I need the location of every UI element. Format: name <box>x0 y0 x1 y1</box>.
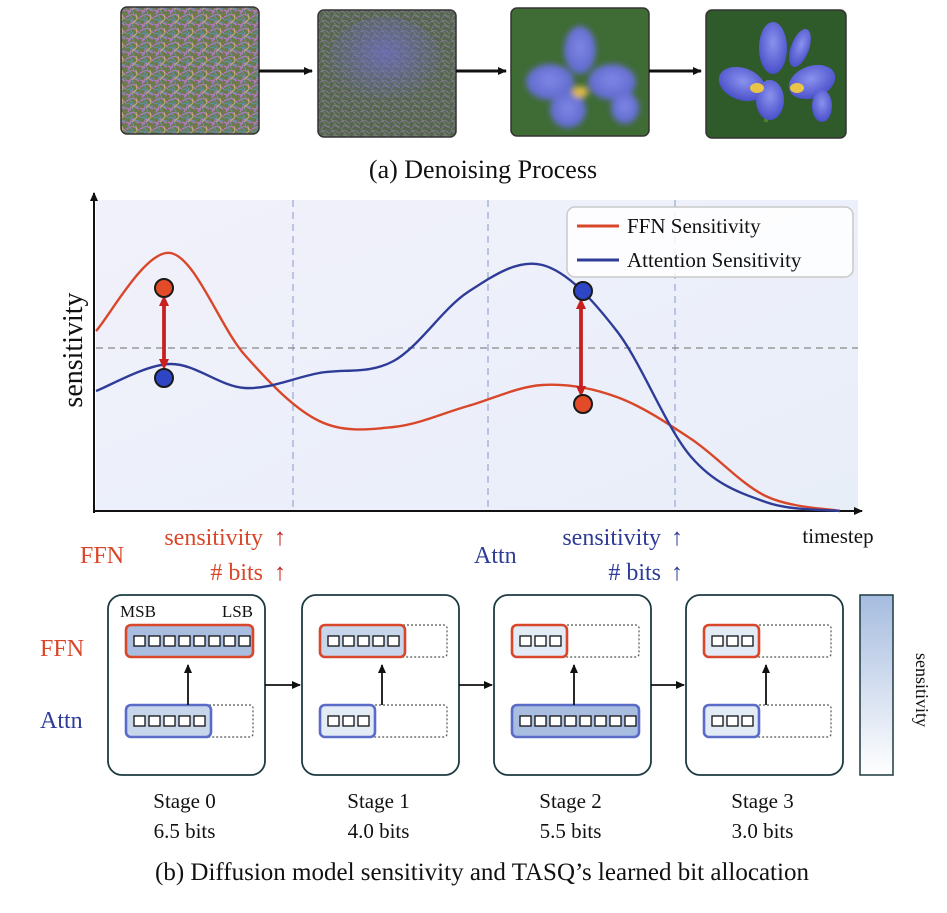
bit-cell <box>711 635 724 647</box>
bit-cell <box>549 635 562 647</box>
stage-bits: 4.0 bits <box>348 819 410 843</box>
caption-b: (b) Diffusion model sensitivity and TASQ… <box>155 859 809 886</box>
sensitivity-chart: sensitivity timestep FFN Sensitivity Att… <box>58 192 874 548</box>
denoising-image-2 <box>317 9 457 138</box>
stage-bits: 5.5 bits <box>540 819 602 843</box>
bit-cell <box>193 635 206 647</box>
ffn-annotation-label: FFN <box>80 543 124 569</box>
bit-cell <box>534 715 547 727</box>
legend-attn-label: Attention Sensitivity <box>627 248 802 272</box>
attn-annotation-label: Attn <box>474 543 517 569</box>
bit-cell <box>726 635 739 647</box>
bit-cell <box>148 635 161 647</box>
caption-a: (a) Denoising Process <box>369 155 597 184</box>
ffn-sensitivity-text: sensitivity <box>164 525 263 551</box>
bit-cell <box>133 715 146 727</box>
bit-cell <box>741 715 754 727</box>
bit-cell <box>741 635 754 647</box>
bit-cell <box>178 635 191 647</box>
row-label-ffn: FFN <box>40 636 84 662</box>
attn-bits-up-arrow: ↑ <box>671 560 683 586</box>
attn-sensitivity-text: sensitivity <box>562 525 661 551</box>
bit-cell <box>178 715 191 727</box>
bit-cell <box>133 635 146 647</box>
bit-cell <box>564 715 577 727</box>
row-label-attn: Attn <box>40 708 83 734</box>
ffn-low-marker <box>573 394 593 414</box>
denoising-image-1 <box>120 6 260 135</box>
bit-cell <box>624 715 637 727</box>
stage-0: MSB LSB Stage 0 6.5 bits <box>107 594 266 843</box>
ffn-sensitivity-up-arrow: ↑ <box>274 525 286 551</box>
attn-annotation: Attn sensitivity ↑ # bits ↑ <box>474 525 683 586</box>
bit-cell <box>357 635 370 647</box>
bit-cell <box>357 715 370 727</box>
bit-cell <box>594 715 607 727</box>
bit-cell <box>519 635 532 647</box>
ffn-bits-text: # bits <box>210 560 263 586</box>
legend-ffn-label: FFN Sensitivity <box>627 214 761 238</box>
bit-cell <box>342 635 355 647</box>
bit-cell <box>327 635 340 647</box>
bit-cell <box>711 715 724 727</box>
attn-sensitivity-up-arrow: ↑ <box>671 525 683 551</box>
bit-cell <box>193 715 206 727</box>
sensitivity-colorbar: sensitivity <box>859 594 932 776</box>
attn-register-capacity <box>319 704 448 738</box>
y-axis-label: sensitivity <box>58 292 89 407</box>
stage-1: Stage 1 4.0 bits <box>301 594 460 843</box>
stage-box <box>685 594 844 776</box>
ffn-register-capacity <box>703 624 832 658</box>
series-line-ffn <box>95 251 841 513</box>
bit-cell <box>238 635 251 647</box>
ffn-bits-up-arrow: ↑ <box>274 560 286 586</box>
bit-cell <box>519 715 532 727</box>
msb-label: MSB <box>120 602 156 621</box>
stage-name: Stage 3 <box>731 789 793 813</box>
bit-cell <box>208 635 221 647</box>
stage-box <box>301 594 460 776</box>
bit-cell <box>609 715 622 727</box>
bit-cell <box>163 635 176 647</box>
bit-cell <box>387 635 400 647</box>
series-line-attn <box>95 262 841 513</box>
bit-cell <box>342 715 355 727</box>
bit-cell <box>327 715 340 727</box>
stage-name: Stage 2 <box>539 789 601 813</box>
stage-bits: 6.5 bits <box>154 819 216 843</box>
attn-register-capacity <box>703 704 832 738</box>
stage-box <box>107 594 266 776</box>
stage-box <box>493 594 652 776</box>
bit-cell <box>534 635 547 647</box>
stage-name: Stage 1 <box>347 789 409 813</box>
bit-cell <box>223 635 236 647</box>
bit-cell <box>163 715 176 727</box>
denoising-image-3 <box>510 7 650 137</box>
bit-cell <box>726 715 739 727</box>
stage-name: Stage 0 <box>153 789 215 813</box>
colorbar-label: sensitivity <box>912 653 932 727</box>
stage-2: Stage 2 5.5 bits <box>493 594 652 843</box>
attn-peak-marker <box>573 281 593 301</box>
x-axis-label: timestep <box>802 524 873 548</box>
bit-cell <box>579 715 592 727</box>
ffn-register-capacity <box>511 624 640 658</box>
bit-cell <box>549 715 562 727</box>
series-layer <box>95 251 841 513</box>
attn-bits-text: # bits <box>608 560 661 586</box>
bit-cell <box>372 635 385 647</box>
ffn-peak-marker <box>154 278 174 298</box>
legend: FFN Sensitivity Attention Sensitivity <box>566 206 854 278</box>
attn-low-marker <box>154 368 174 388</box>
bit-cell <box>148 715 161 727</box>
stage-3: Stage 3 3.0 bits <box>685 594 844 843</box>
lsb-label: LSB <box>222 602 253 621</box>
stage-bits: 3.0 bits <box>732 819 794 843</box>
ffn-annotation: FFN sensitivity ↑ # bits ↑ <box>80 525 286 586</box>
denoising-image-4 <box>705 9 847 139</box>
